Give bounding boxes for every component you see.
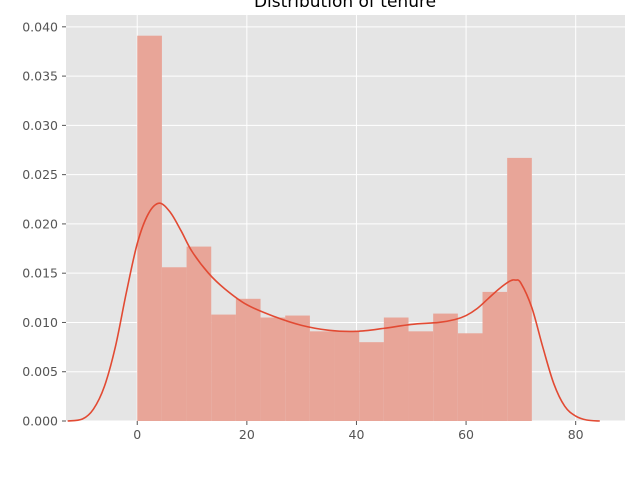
x-tick-label: 0 xyxy=(133,427,141,442)
histogram-bar xyxy=(211,314,236,421)
histogram-bar xyxy=(161,267,187,421)
y-tick-label: 0.005 xyxy=(22,364,58,379)
y-tick-label: 0.030 xyxy=(22,118,58,133)
histogram-bar xyxy=(309,331,335,421)
histogram-bar xyxy=(383,317,409,421)
histogram-bar xyxy=(482,291,508,421)
x-tick-label: 60 xyxy=(458,427,474,442)
x-tick-label: 40 xyxy=(349,427,365,442)
histogram-bar xyxy=(260,317,286,421)
histogram-bar xyxy=(334,331,360,421)
chart-title: Distribution of tenure xyxy=(254,0,436,12)
histogram-bar xyxy=(137,35,162,421)
y-tick-label: 0.010 xyxy=(22,315,58,330)
y-tick-label: 0.000 xyxy=(22,414,58,429)
histogram-bar xyxy=(235,298,261,421)
y-tick-label: 0.015 xyxy=(22,266,58,281)
kde-curve xyxy=(67,202,600,422)
x-tick-label: 20 xyxy=(239,427,255,442)
y-tick-label: 0.025 xyxy=(22,167,58,182)
histogram-bar xyxy=(507,157,532,421)
histogram-bar xyxy=(186,246,212,421)
histogram-bar xyxy=(457,333,483,421)
y-tick-label: 0.020 xyxy=(22,216,58,231)
histogram-bar xyxy=(408,331,434,421)
histogram-bar xyxy=(359,342,384,421)
x-tick-label: 80 xyxy=(568,427,584,442)
y-tick-label: 0.040 xyxy=(22,19,58,34)
histogram-bar xyxy=(433,313,458,421)
axis-ticks: 0 20 40 60 80 0.000 0.005 0.010 0.015 0.020 0.025 0… xyxy=(22,19,583,442)
y-tick-label: 0.035 xyxy=(22,69,58,84)
histogram-bar xyxy=(285,315,310,421)
